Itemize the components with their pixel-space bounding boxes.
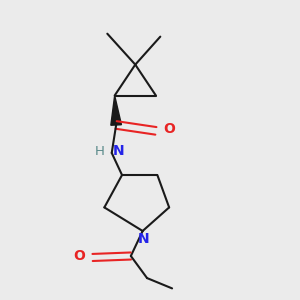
Polygon shape: [111, 95, 122, 125]
Text: O: O: [163, 122, 175, 136]
Text: N: N: [112, 145, 124, 158]
Text: O: O: [73, 249, 85, 263]
Text: H: H: [94, 145, 104, 158]
Text: N: N: [138, 232, 149, 246]
